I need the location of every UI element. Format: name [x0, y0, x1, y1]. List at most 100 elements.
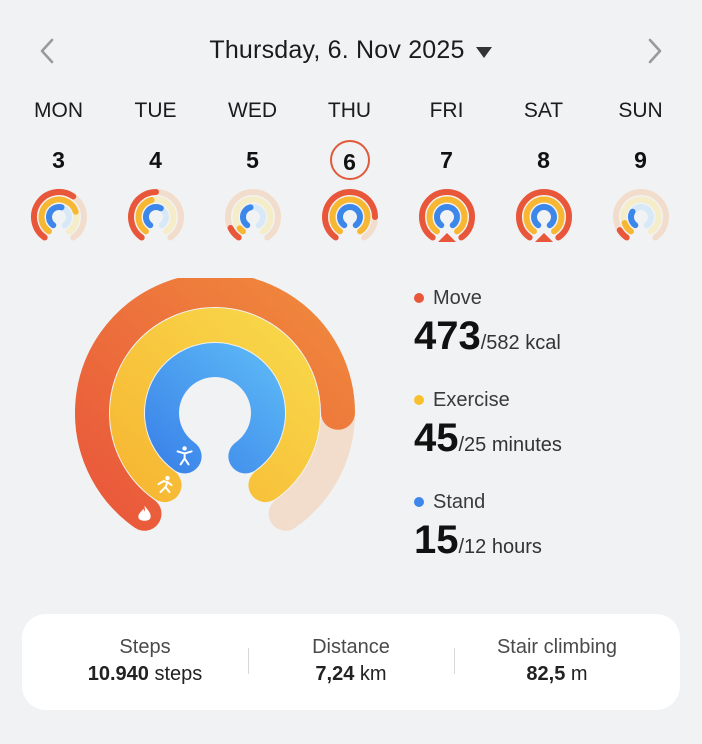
mini-stand-ring-progress — [433, 204, 460, 229]
stand-label: Stand — [433, 490, 486, 513]
mini-move-ring-progress — [418, 189, 475, 241]
flame-icon — [138, 505, 151, 521]
goal-reached-marker — [534, 233, 553, 242]
mini-stand-ring-progress — [530, 204, 557, 229]
stairs-unit: m — [570, 663, 588, 685]
mini-exercise-ring — [620, 196, 661, 235]
mini-move-ring-progress — [30, 189, 76, 241]
mini-move-ring — [612, 189, 669, 241]
day-wed[interactable]: WED 5 — [204, 96, 301, 244]
stand-ring-progress — [145, 343, 285, 474]
mini-stand-ring — [627, 204, 654, 229]
mini-stand-ring — [433, 204, 460, 229]
exercise-metric: Exercise 45/25 minutes — [414, 385, 694, 487]
day-mon[interactable]: MON 3 — [10, 96, 107, 244]
day-name: MON — [34, 99, 83, 122]
mini-move-ring — [224, 189, 281, 241]
mini-move-ring-progress — [321, 189, 378, 241]
mini-move-ring-progress — [127, 189, 159, 241]
metrics-panel: Move 473/582 kcal Exercise 45/25 minutes… — [414, 283, 694, 589]
day-number: 3 — [52, 147, 65, 173]
distance-value: 7,24 — [315, 663, 355, 685]
exercise-value: 45 — [414, 416, 459, 460]
day-name: WED — [228, 99, 277, 122]
exercise-ring-progress — [110, 308, 320, 503]
mini-exercise-ring — [38, 196, 79, 235]
move-label: Move — [433, 286, 482, 309]
mini-exercise-ring-progress — [523, 196, 564, 235]
day-thu[interactable]: THU 6 — [301, 96, 398, 244]
day-name: SUN — [618, 99, 663, 122]
exercise-label: Exercise — [433, 388, 510, 411]
mini-exercise-ring-progress — [236, 225, 246, 235]
stairs-stat: Stair climbing 82,5 m — [454, 636, 660, 686]
stand-ring — [145, 343, 285, 474]
mini-exercise-ring — [523, 196, 564, 235]
mini-stand-ring — [239, 204, 266, 229]
date-selector[interactable]: Thursday, 6. Nov 2025 — [0, 36, 702, 66]
move-goal: /582 kcal — [480, 332, 561, 354]
move-ring — [75, 278, 355, 531]
divider — [454, 648, 455, 674]
mini-exercise-ring-track — [232, 196, 273, 235]
move-ring-progress — [75, 278, 355, 531]
steps-value: 10.940 — [87, 663, 149, 685]
mini-activity-rings — [321, 189, 378, 241]
summary-card[interactable]: Steps 10.940 steps Distance 7,24 km Stai… — [22, 614, 680, 710]
day-number: 7 — [440, 147, 453, 173]
mini-activity-rings — [418, 189, 475, 242]
standing-person-icon — [176, 446, 193, 466]
mini-exercise-ring-progress — [329, 196, 370, 235]
day-fri[interactable]: FRI 7 — [398, 96, 495, 244]
move-dot — [414, 293, 424, 303]
mini-activity-rings — [612, 189, 669, 241]
mini-stand-ring-progress — [627, 208, 638, 229]
chevron-right-icon[interactable] — [640, 36, 668, 66]
week-strip: MON 3 TUE 4 WED 5 THU 6 FRI 7 SAT 8 SUN 9 — [10, 96, 692, 256]
day-number: 8 — [537, 147, 550, 173]
mini-exercise-ring — [329, 196, 370, 235]
mini-stand-ring-progress — [239, 204, 253, 229]
mini-stand-ring-progress — [142, 203, 164, 229]
mini-move-ring-track — [224, 189, 281, 241]
stairs-label: Stair climbing — [496, 636, 618, 658]
goal-reached-marker — [437, 233, 456, 242]
mini-move-ring-progress — [227, 224, 242, 241]
date-header: Thursday, 6. Nov 2025 — [0, 26, 702, 76]
distance-stat: Distance 7,24 km — [248, 636, 454, 686]
mini-exercise-ring-progress — [135, 197, 155, 235]
day-number: 9 — [634, 147, 647, 173]
day-number: 6 — [329, 140, 370, 180]
mini-activity-rings — [127, 189, 184, 241]
mini-stand-ring — [336, 204, 363, 229]
mini-stand-ring — [142, 203, 169, 229]
distance-label: Distance — [312, 636, 390, 658]
caret-down-icon — [475, 37, 493, 66]
mini-move-ring — [127, 189, 184, 241]
move-metric: Move 473/582 kcal — [414, 283, 694, 385]
stairs-value: 82,5 — [526, 663, 566, 685]
mini-activity-rings — [224, 189, 281, 241]
mini-stand-ring — [45, 204, 72, 229]
day-name: THU — [327, 99, 372, 122]
mini-move-ring-track — [612, 189, 669, 241]
day-number: 5 — [246, 147, 259, 173]
day-tue[interactable]: TUE 4 — [107, 96, 204, 244]
mini-exercise-ring-progress — [426, 196, 467, 235]
day-name: SAT — [523, 99, 564, 122]
mini-activity-rings — [515, 189, 572, 242]
day-sat[interactable]: SAT 8 — [495, 96, 592, 244]
stand-value: 15 — [414, 518, 459, 562]
mini-activity-rings — [30, 189, 87, 241]
move-value: 473 — [414, 314, 481, 358]
exercise-goal: /25 minutes — [458, 434, 562, 456]
day-sun[interactable]: SUN 9 — [592, 96, 689, 244]
divider — [248, 648, 249, 674]
mini-exercise-ring-progress — [621, 220, 634, 235]
steps-label: Steps — [119, 636, 171, 658]
date-label: Thursday, 6. Nov 2025 — [209, 36, 465, 64]
chevron-left-icon[interactable] — [34, 36, 62, 66]
exercise-dot — [414, 395, 424, 405]
distance-unit: km — [359, 663, 387, 685]
mini-stand-ring-progress — [336, 204, 363, 229]
